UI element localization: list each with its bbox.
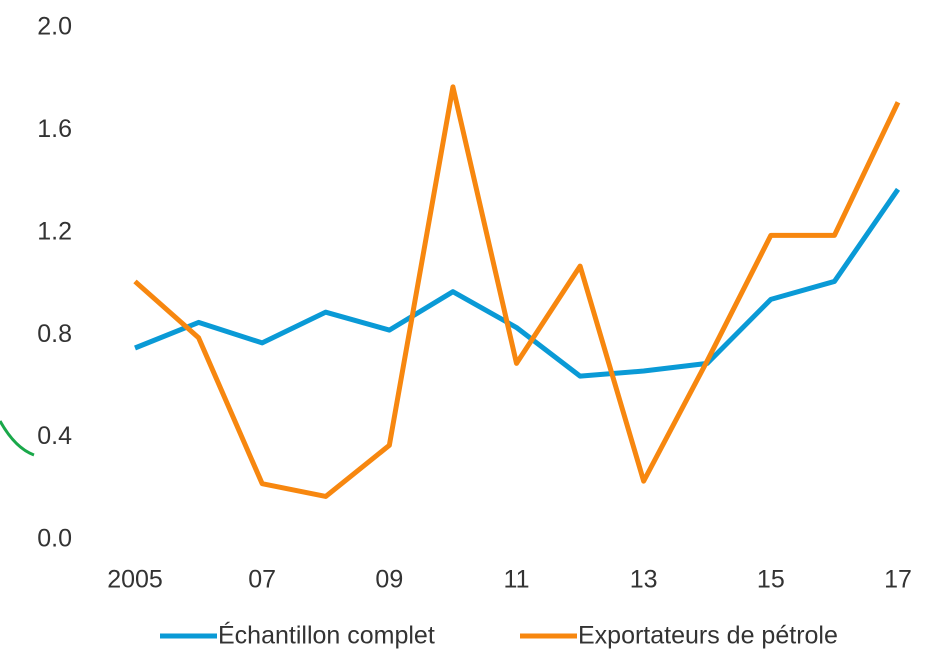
x-tick-label: 17 (884, 566, 912, 594)
y-tick-label: 0.4 (37, 422, 72, 450)
x-tick-label: 13 (630, 566, 658, 594)
y-tick-label: 1.6 (37, 115, 72, 143)
x-tick-label: 09 (375, 566, 403, 594)
y-tick-label: 2.0 (37, 13, 72, 41)
legend-label: Échantillon complet (218, 621, 435, 650)
legend-label: Exportateurs de pétrole (578, 622, 838, 650)
x-tick-label: 07 (248, 566, 276, 594)
x-tick-label: 2005 (107, 566, 163, 594)
y-tick-label: 0.0 (37, 525, 72, 553)
decoration (0, 420, 35, 457)
x-tick-label: 15 (757, 566, 785, 594)
y-tick-label: 1.2 (37, 217, 72, 245)
y-tick-label: 0.8 (37, 320, 72, 348)
series-line (134, 187, 901, 379)
x-tick-label: 11 (504, 566, 530, 594)
series-line (133, 84, 901, 499)
